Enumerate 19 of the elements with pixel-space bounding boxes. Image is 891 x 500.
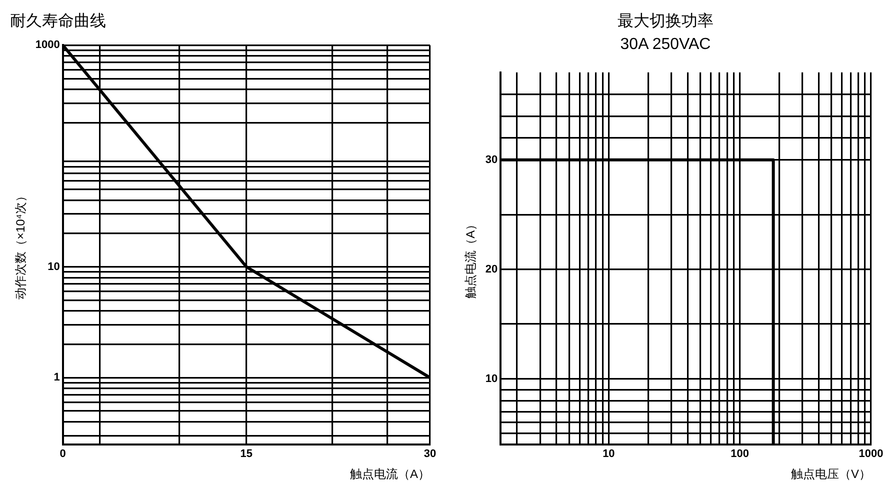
x-axis-title: 触点电压（V） — [790, 467, 871, 482]
x-tick-label: 1000 — [858, 448, 884, 460]
y-tick-label: 10 — [485, 372, 498, 385]
x-tick-label: 30 — [424, 448, 436, 460]
chart-subtitle: 30A 250VAC — [620, 36, 711, 54]
x-axis-title: 触点电流（A） — [350, 467, 430, 482]
x-tick-label: 15 — [240, 448, 253, 460]
y-axis-title: 动作次数（×10⁴次） — [14, 190, 28, 300]
x-tick-label: 0 — [60, 448, 66, 460]
y-tick-label: 1000 — [35, 39, 60, 52]
chart-title: 耐久寿命曲线 — [10, 12, 106, 30]
chart-title: 最大切换功率 — [618, 12, 714, 30]
y-tick-label: 30 — [485, 154, 498, 166]
x-tick-label: 100 — [730, 448, 750, 460]
y-axis-title: 触点电流（A） — [464, 218, 478, 298]
y-tick-label: 10 — [48, 260, 60, 273]
x-tick-label: 10 — [602, 448, 615, 460]
y-tick-label: 20 — [485, 263, 498, 276]
y-tick-label: 1 — [54, 372, 60, 384]
